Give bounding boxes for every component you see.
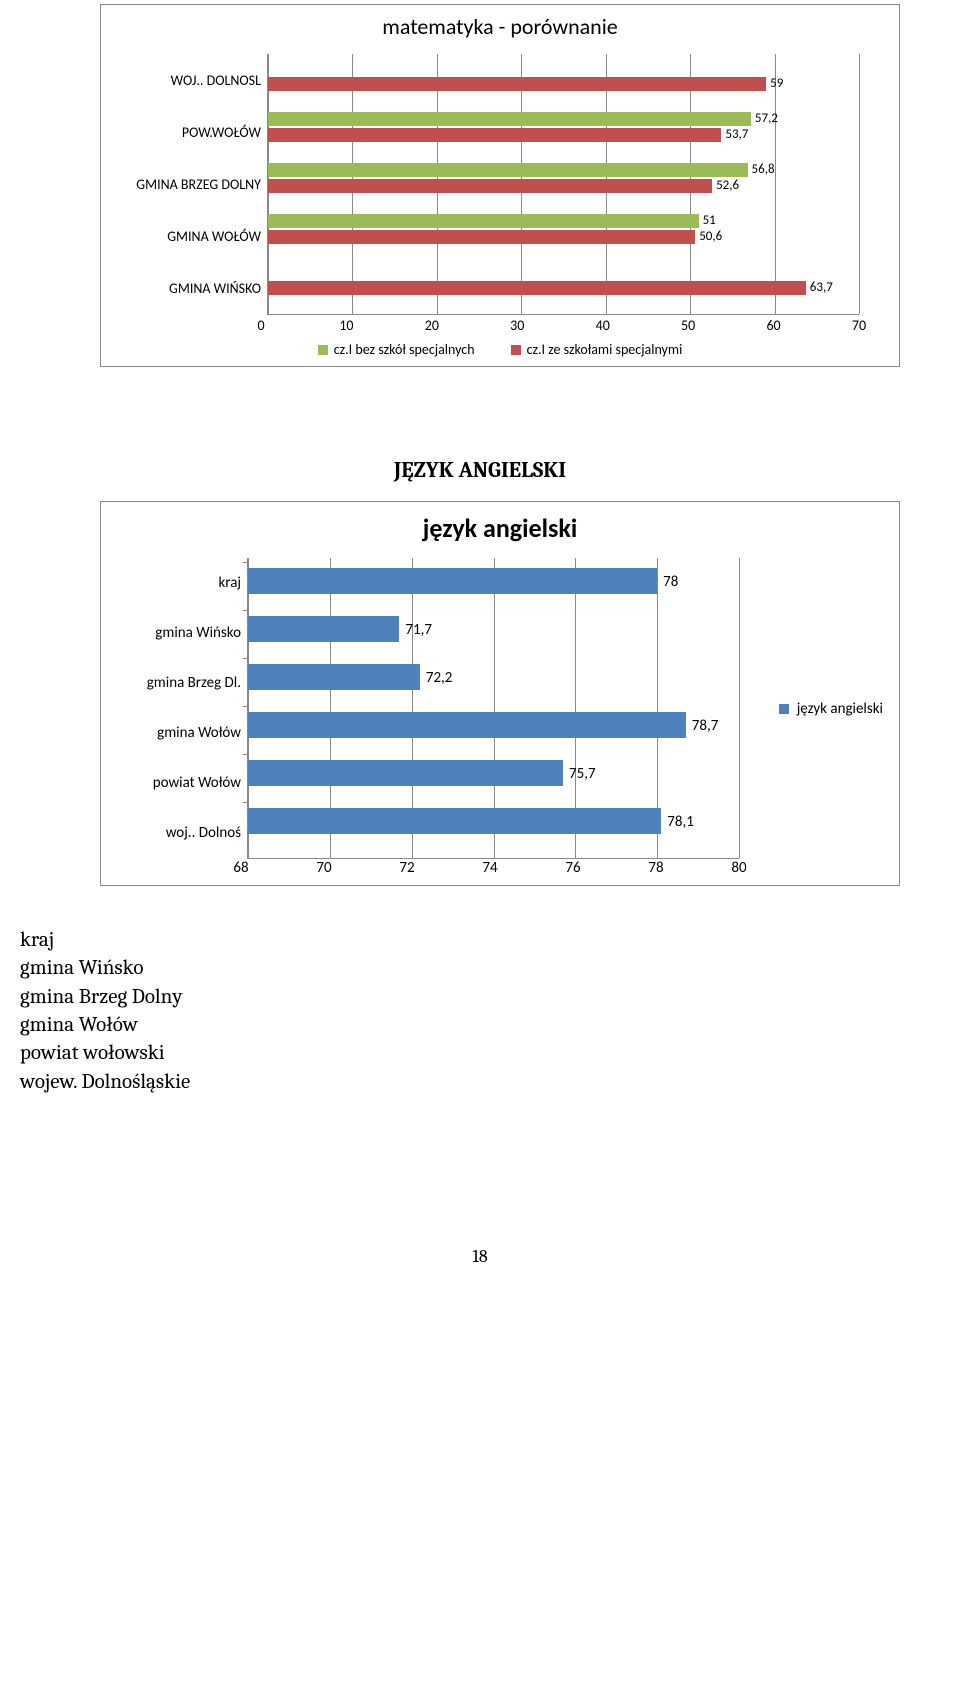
bar: [248, 616, 399, 642]
legend-label: cz.I ze szkołami specjalnymi: [527, 341, 683, 358]
legend-swatch: [511, 345, 521, 355]
legend-swatch: [318, 345, 328, 355]
bar: [248, 664, 420, 690]
chart1-category-label: WOJ.. DOLNOSL: [101, 55, 261, 106]
bar-value-label: 78: [663, 573, 678, 591]
bar: [248, 808, 661, 834]
bar-value-label: 78,1: [667, 813, 694, 831]
bar: [268, 179, 712, 193]
chart2-x-axis: 68707274767880: [241, 859, 739, 885]
bar-value-label: 52,6: [716, 178, 739, 193]
bar-value-label: 56,8: [752, 162, 775, 177]
bar: [248, 760, 563, 786]
chart2-category-label: gmina Wińsko: [101, 609, 241, 657]
x-tick-label: 72: [399, 859, 414, 877]
text-list-item: powiat wołowski: [20, 1039, 960, 1067]
chart1-x-axis: 010203040506070: [261, 317, 859, 339]
chart2-category-label: woj.. Dolnoś: [101, 809, 241, 857]
bar-value-label: 51: [703, 213, 716, 228]
bar: [268, 112, 751, 126]
bar-value-label: 57,2: [755, 111, 778, 126]
chart1-body: WOJ.. DOLNOSLPOW.WOŁÓWGMINA BRZEG DOLNYG…: [101, 54, 899, 315]
y-tick: [243, 706, 248, 708]
bar-value-label: 59: [770, 76, 783, 91]
x-tick-label: 70: [316, 859, 331, 877]
chart1-category-label: GMINA WOŁÓW: [101, 211, 261, 262]
text-list-item: gmina Brzeg Dolny: [20, 983, 960, 1011]
bar-value-label: 53,7: [725, 127, 748, 142]
x-tick-label: 0: [257, 317, 264, 334]
page-number: 18: [0, 1246, 960, 1267]
chart1-y-labels: WOJ.. DOLNOSLPOW.WOŁÓWGMINA BRZEG DOLNYG…: [101, 54, 267, 314]
x-tick-label: 30: [510, 317, 524, 334]
bar: [268, 163, 748, 177]
bar-value-label: 78,7: [692, 717, 719, 735]
x-tick-label: 74: [482, 859, 497, 877]
chart2-legend-label: język angielski: [797, 700, 883, 718]
bar-value-label: 75,7: [569, 765, 596, 783]
x-tick-label: 68: [233, 859, 248, 877]
chart2-category-label: kraj: [101, 559, 241, 607]
chart1-category-label: GMINA BRZEG DOLNY: [101, 159, 261, 210]
x-tick-label: 70: [852, 317, 866, 334]
text-list-item: gmina Wołów: [20, 1011, 960, 1039]
legend-item: cz.I bez szkół specjalnych: [318, 341, 475, 358]
x-tick-label: 40: [596, 317, 610, 334]
legend-label: cz.I bez szkół specjalnych: [334, 341, 475, 358]
chart2-legend: język angielski: [779, 700, 883, 718]
bar-value-label: 72,2: [426, 669, 453, 687]
legend-item: cz.I ze szkołami specjalnymi: [511, 341, 683, 358]
chart2-plot: 78 71,7 72,2 78,7 75,7 78,1: [247, 558, 739, 859]
section-heading: JĘZYK ANGIELSKI: [0, 457, 960, 483]
bar: [248, 712, 686, 738]
chart2-title: język angielski: [101, 502, 899, 558]
text-list-item: gmina Wińsko: [20, 954, 960, 982]
x-tick-label: 20: [425, 317, 439, 334]
bar: [248, 568, 657, 594]
y-tick: [243, 802, 248, 804]
x-tick-label: 10: [339, 317, 353, 334]
y-tick: [243, 754, 248, 756]
x-tick-label: 50: [681, 317, 695, 334]
chart2-category-label: gmina Wołów: [101, 709, 241, 757]
x-tick-label: 76: [565, 859, 580, 877]
legend-swatch: [779, 704, 789, 714]
y-tick: [243, 610, 248, 612]
bar: [268, 77, 766, 91]
text-list-item: kraj: [20, 926, 960, 954]
bar-value-label: 50,6: [699, 229, 722, 244]
chart-matematyka: matematyka - porównanie WOJ.. DOLNOSLPOW…: [100, 4, 900, 367]
gridline: [739, 558, 741, 858]
chart1-title: matematyka - porównanie: [101, 5, 899, 54]
text-list: krajgmina Wińskogmina Brzeg Dolnygmina W…: [20, 926, 960, 1096]
chart1-category-label: GMINA WIŃSKO: [101, 263, 261, 314]
chart2-body: krajgmina Wińskogmina Brzeg Dl.gmina Woł…: [101, 558, 899, 859]
chart2-y-labels: krajgmina Wińskogmina Brzeg Dl.gmina Woł…: [101, 558, 247, 858]
chart2-category-label: gmina Brzeg Dl.: [101, 659, 241, 707]
bar-value-label: 63,7: [810, 280, 833, 295]
chart1-category-label: POW.WOŁÓW: [101, 107, 261, 158]
x-tick-label: 60: [766, 317, 780, 334]
bar: [268, 128, 721, 142]
text-list-item: wojew. Dolnośląskie: [20, 1068, 960, 1096]
chart1-plot: 59 57,2 53,7 56,8 52,6 5150,6 63,7: [267, 54, 859, 315]
gridline: [859, 54, 861, 314]
x-tick-label: 78: [648, 859, 663, 877]
bar: [268, 230, 695, 244]
chart1-legend: cz.I bez szkół specjalnych cz.I ze szkoła…: [101, 339, 899, 366]
y-tick: [243, 658, 248, 660]
y-tick: [243, 562, 248, 564]
bar-value-label: 71,7: [405, 621, 432, 639]
chart2-category-label: powiat Wołów: [101, 759, 241, 807]
gridline: [775, 54, 777, 314]
chart-angielski: język angielski krajgmina Wińskogmina Br…: [100, 501, 900, 886]
x-tick-label: 80: [731, 859, 746, 877]
bar: [268, 214, 699, 228]
bar: [268, 281, 806, 295]
